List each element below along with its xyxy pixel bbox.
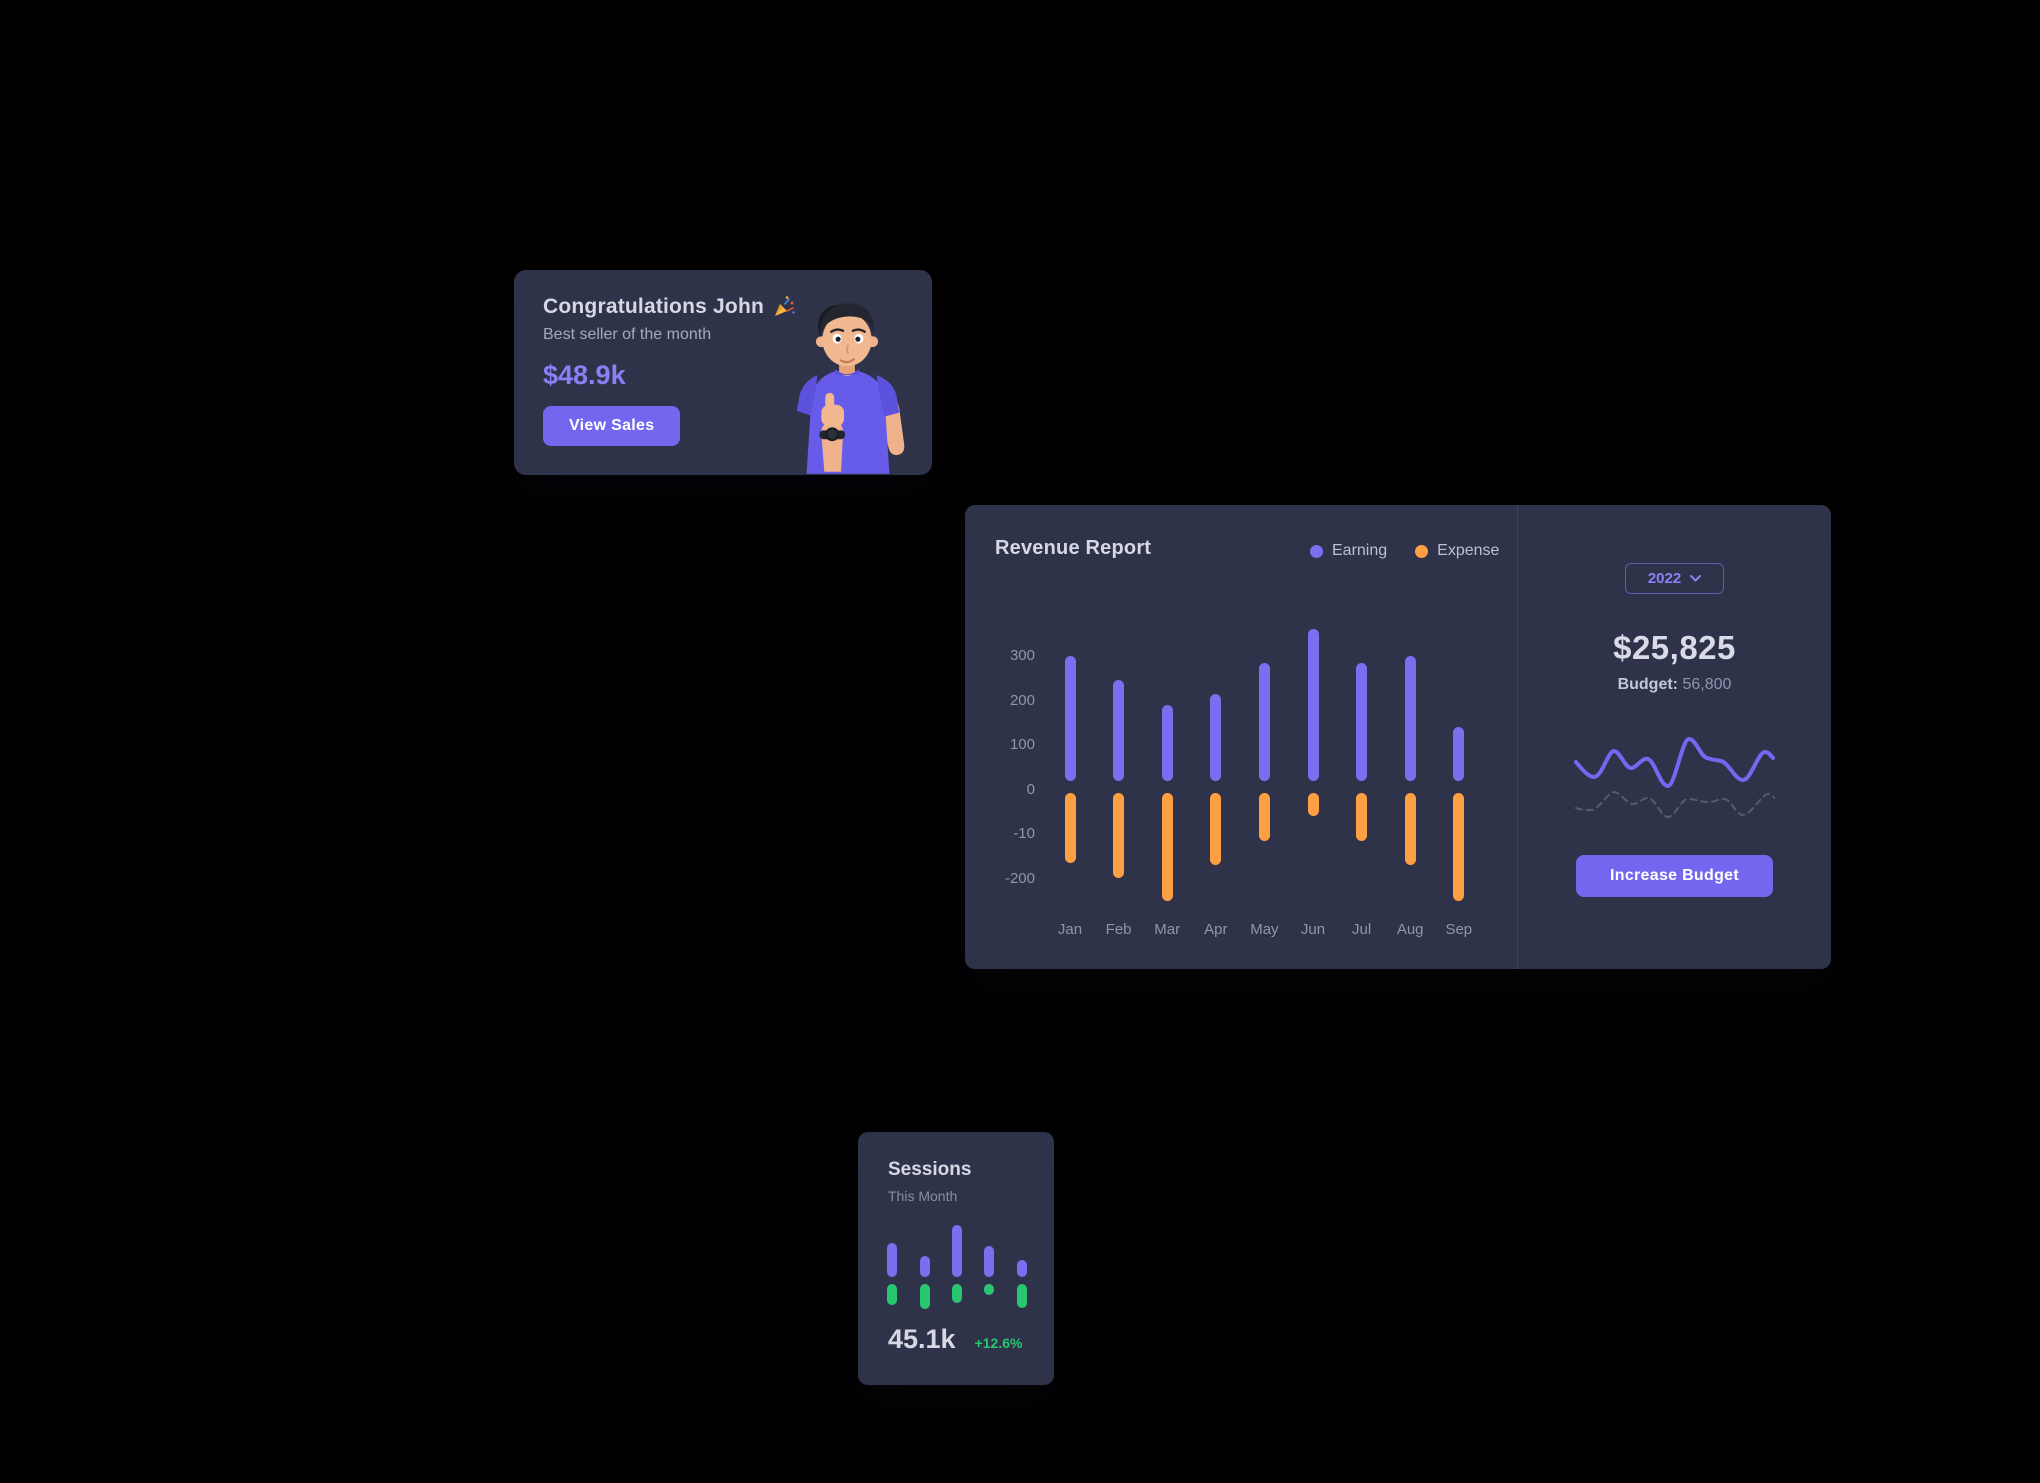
- x-axis-label-mar: Mar: [1154, 921, 1181, 938]
- sessions-up-bar: [984, 1246, 994, 1277]
- sessions-down-bar: [984, 1284, 994, 1295]
- expense-bar-jul: [1356, 793, 1368, 841]
- x-axis-label-apr: Apr: [1204, 921, 1228, 938]
- y-axis-tick: 0: [1026, 780, 1035, 798]
- x-axis-label-jan: Jan: [1057, 921, 1083, 938]
- increase-budget-button[interactable]: Increase Budget: [1576, 855, 1773, 897]
- sessions-up-bar: [919, 1256, 930, 1277]
- expense-bar-may: [1258, 793, 1270, 841]
- sessions-down-bar: [952, 1284, 962, 1303]
- year-dropdown[interactable]: 2022: [1625, 563, 1724, 594]
- congratulations-content: Congratulations John Best seller of the …: [543, 295, 796, 446]
- sessions-mini-chart: [886, 1220, 1032, 1316]
- congratulations-card: Congratulations John Best seller of the …: [514, 270, 932, 475]
- expense-bar-aug: [1404, 793, 1416, 866]
- sessions-up-bar: [1016, 1260, 1027, 1277]
- legend-item-earning[interactable]: Earning: [1310, 542, 1387, 560]
- legend-item-expense[interactable]: Expense: [1415, 542, 1499, 560]
- expense-bar-apr: [1210, 793, 1222, 866]
- revenue-budget-panel: 2022 $25,825 Budget: 56,800 Increase Bud…: [1518, 505, 1831, 969]
- expense-bar-jun: [1307, 793, 1319, 817]
- revenue-report-card: Revenue Report Earning Expense 300 200 100 0…: [965, 505, 1831, 969]
- vertical-divider: [1517, 505, 1518, 969]
- earning-bar-feb: [1113, 680, 1125, 781]
- sessions-value: 45.1k: [888, 1324, 956, 1354]
- congratulations-title: Congratulations John: [543, 295, 796, 319]
- sessions-up-bar: [887, 1243, 897, 1277]
- congratulations-subtitle: Best seller of the month: [543, 326, 712, 343]
- y-axis-tick: -200: [1004, 869, 1035, 887]
- spending-line: [1573, 736, 1775, 789]
- year-dropdown-value: 2022: [1647, 570, 1682, 587]
- earning-bar-sep: [1453, 727, 1465, 781]
- y-axis-tick: 200: [1009, 691, 1035, 709]
- sessions-title: Sessions: [888, 1159, 972, 1180]
- man-thumbs-up-illustration: [796, 303, 905, 474]
- budget-line: Budget: 56,800: [1518, 676, 1831, 694]
- sessions-up-bar: [952, 1225, 962, 1277]
- x-axis-label-sep: Sep: [1445, 921, 1473, 938]
- revenue-legend: Earning Expense: [1310, 542, 1499, 560]
- budget-value: 56,800: [1682, 676, 1732, 693]
- y-axis-tick: 100: [1009, 736, 1035, 753]
- earning-bar-aug: [1404, 656, 1416, 781]
- budget-label: Budget:: [1617, 676, 1679, 693]
- chevron-down-icon: [1690, 575, 1702, 582]
- earning-bar-jun: [1307, 629, 1319, 781]
- sessions-down-bar: [887, 1284, 897, 1305]
- earning-bar-jan: [1064, 656, 1076, 781]
- expense-bar-feb: [1113, 793, 1125, 879]
- expense-bar-jan: [1064, 793, 1076, 863]
- earning-bar-mar: [1161, 704, 1173, 781]
- budget-dashed-line: [1574, 790, 1775, 818]
- legend-dot-expense: [1415, 544, 1429, 558]
- sessions-subtitle: This Month: [888, 1188, 958, 1204]
- sessions-down-bar: [1016, 1284, 1027, 1308]
- view-sales-button[interactable]: View Sales: [543, 406, 681, 446]
- budget-sparkline-chart: [1573, 736, 1775, 818]
- earning-bar-jul: [1356, 662, 1368, 781]
- expense-bar-sep: [1453, 793, 1465, 901]
- expense-bar-mar: [1161, 793, 1173, 901]
- y-axis-tick: -10: [1013, 825, 1035, 842]
- legend-label: Expense: [1437, 542, 1500, 559]
- budget-total: $25,825: [1613, 629, 1736, 666]
- x-axis-label-jun: Jun: [1300, 921, 1326, 938]
- party-popper-icon: [775, 296, 795, 316]
- sessions-card: Sessions This Month 45.1k +12.6%: [858, 1132, 1054, 1385]
- x-axis-label-jul: Jul: [1352, 921, 1372, 938]
- revenue-report-title: Revenue Report: [995, 537, 1152, 559]
- earning-bar-apr: [1210, 693, 1222, 781]
- x-axis-label-feb: Feb: [1105, 921, 1132, 938]
- revenue-bar-chart: 300 200 100 0 -10 -200 Jan Feb Mar Apr May Jun Jul Au…: [965, 505, 1517, 969]
- sessions-stats: 45.1k +12.6%: [888, 1324, 1022, 1355]
- x-axis-label-may: May: [1250, 921, 1279, 938]
- y-axis-tick: 300: [1009, 647, 1035, 664]
- sessions-delta: +12.6%: [974, 1335, 1023, 1351]
- sessions-down-bar: [919, 1284, 930, 1309]
- x-axis-label-aug: Aug: [1396, 921, 1424, 938]
- congratulations-title-text: Congratulations John: [543, 295, 764, 318]
- congratulations-amount: $48.9k: [543, 360, 626, 390]
- legend-dot-earning: [1310, 544, 1323, 558]
- legend-label: Earning: [1332, 542, 1388, 559]
- earning-bar-may: [1258, 662, 1270, 781]
